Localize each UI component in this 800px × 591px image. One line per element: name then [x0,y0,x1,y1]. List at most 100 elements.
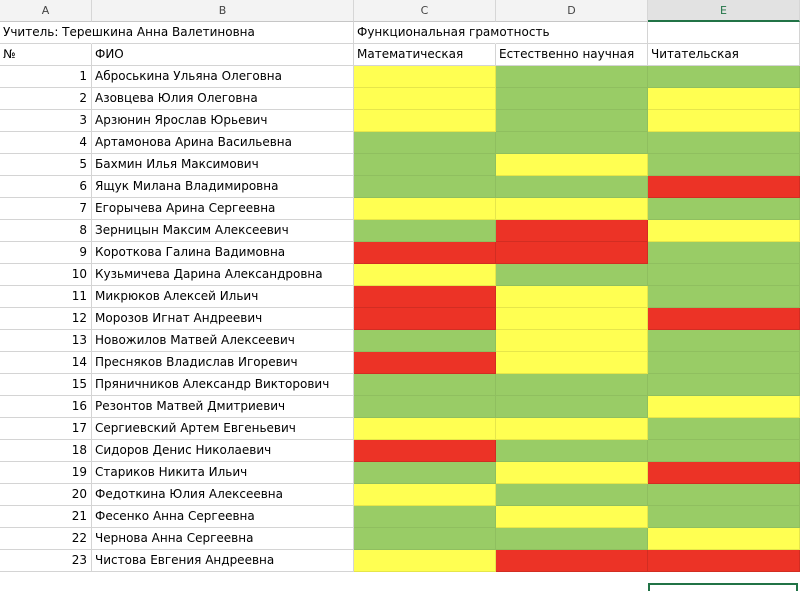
student-name-cell[interactable]: Фесенко Анна Сергеевна [92,506,354,528]
math-header-cell[interactable]: Математическая [354,44,496,66]
student-number-cell[interactable]: 9 [0,242,92,264]
math-score-cell[interactable] [354,154,496,176]
student-number-cell[interactable]: 12 [0,308,92,330]
student-name-cell[interactable]: Микрюков Алексей Ильич [92,286,354,308]
student-name-cell[interactable]: Азовцева Юлия Олеговна [92,88,354,110]
student-number-cell[interactable]: 23 [0,550,92,572]
student-name-cell[interactable]: Резонтов Матвей Дмитриевич [92,396,354,418]
science-score-cell[interactable] [496,132,648,154]
reading-score-cell[interactable] [648,176,800,198]
math-score-cell[interactable] [354,528,496,550]
math-score-cell[interactable] [354,198,496,220]
student-name-cell[interactable]: Сидоров Денис Николаевич [92,440,354,462]
science-score-cell[interactable] [496,330,648,352]
science-score-cell[interactable] [496,506,648,528]
reading-score-cell[interactable] [648,330,800,352]
student-number-cell[interactable]: 16 [0,396,92,418]
math-score-cell[interactable] [354,308,496,330]
reading-score-cell[interactable] [648,88,800,110]
math-score-cell[interactable] [354,220,496,242]
cell-d1[interactable] [496,22,648,44]
reading-score-cell[interactable] [648,220,800,242]
reading-score-cell[interactable] [648,352,800,374]
student-name-cell[interactable]: Кузьмичева Дарина Александровна [92,264,354,286]
science-score-cell[interactable] [496,66,648,88]
science-score-cell[interactable] [496,154,648,176]
student-name-cell[interactable]: Зерницын Максим Алексеевич [92,220,354,242]
science-score-cell[interactable] [496,550,648,572]
reading-header-cell[interactable]: Читательская [648,44,800,66]
student-number-cell[interactable]: 17 [0,418,92,440]
student-name-cell[interactable]: Артамонова Арина Васильевна [92,132,354,154]
student-number-cell[interactable]: 14 [0,352,92,374]
student-number-cell[interactable]: 11 [0,286,92,308]
science-score-cell[interactable] [496,440,648,462]
math-score-cell[interactable] [354,264,496,286]
student-number-cell[interactable]: 3 [0,110,92,132]
science-score-cell[interactable] [496,396,648,418]
math-score-cell[interactable] [354,484,496,506]
student-name-cell[interactable]: Федоткина Юлия Алексеевна [92,484,354,506]
reading-score-cell[interactable] [648,66,800,88]
math-score-cell[interactable] [354,88,496,110]
column-header-c[interactable]: C [354,0,496,22]
reading-score-cell[interactable] [648,308,800,330]
science-score-cell[interactable] [496,462,648,484]
math-score-cell[interactable] [354,550,496,572]
student-name-cell[interactable]: Короткова Галина Вадимовна [92,242,354,264]
reading-score-cell[interactable] [648,374,800,396]
math-score-cell[interactable] [354,396,496,418]
student-name-cell[interactable]: Бахмин Илья Максимович [92,154,354,176]
science-score-cell[interactable] [496,352,648,374]
column-header-b[interactable]: B [92,0,354,22]
reading-score-cell[interactable] [648,264,800,286]
student-number-cell[interactable]: 5 [0,154,92,176]
science-score-cell[interactable] [496,418,648,440]
reading-score-cell[interactable] [648,242,800,264]
student-name-cell[interactable]: Чистова Евгения Андреевна [92,550,354,572]
student-name-cell[interactable]: Морозов Игнат Андреевич [92,308,354,330]
student-number-cell[interactable]: 13 [0,330,92,352]
name-header-cell[interactable]: ФИО [92,44,354,66]
reading-score-cell[interactable] [648,462,800,484]
math-score-cell[interactable] [354,132,496,154]
student-number-cell[interactable]: 20 [0,484,92,506]
math-score-cell[interactable] [354,66,496,88]
column-header-a[interactable]: A [0,0,92,22]
math-score-cell[interactable] [354,176,496,198]
student-name-cell[interactable]: Арзюнин Ярослав Юрьевич [92,110,354,132]
science-score-cell[interactable] [496,528,648,550]
math-score-cell[interactable] [354,286,496,308]
student-number-cell[interactable]: 21 [0,506,92,528]
student-name-cell[interactable]: Егорычева Арина Сергеевна [92,198,354,220]
cell-e1[interactable] [648,22,800,44]
reading-score-cell[interactable] [648,550,800,572]
student-number-cell[interactable]: 15 [0,374,92,396]
science-score-cell[interactable] [496,88,648,110]
science-header-cell[interactable]: Естественно научная [496,44,648,66]
number-header-cell[interactable]: № [0,44,92,66]
student-number-cell[interactable]: 18 [0,440,92,462]
reading-score-cell[interactable] [648,110,800,132]
reading-score-cell[interactable] [648,440,800,462]
student-number-cell[interactable]: 4 [0,132,92,154]
science-score-cell[interactable] [496,198,648,220]
science-score-cell[interactable] [496,308,648,330]
science-score-cell[interactable] [496,220,648,242]
math-score-cell[interactable] [354,462,496,484]
student-name-cell[interactable]: Новожилов Матвей Алексеевич [92,330,354,352]
student-number-cell[interactable]: 10 [0,264,92,286]
math-score-cell[interactable] [354,352,496,374]
student-number-cell[interactable]: 1 [0,66,92,88]
student-name-cell[interactable]: Стариков Никита Ильич [92,462,354,484]
teacher-cell[interactable]: Учитель: Терешкина Анна Валетиновна [0,22,255,44]
student-number-cell[interactable]: 2 [0,88,92,110]
column-header-d[interactable]: D [496,0,648,22]
column-header-e[interactable]: E [648,0,800,22]
science-score-cell[interactable] [496,242,648,264]
student-name-cell[interactable]: Чернова Анна Сергеевна [92,528,354,550]
reading-score-cell[interactable] [648,528,800,550]
reading-score-cell[interactable] [648,484,800,506]
group-title-cell[interactable]: Функциональная грамотность [354,22,550,44]
reading-score-cell[interactable] [648,198,800,220]
